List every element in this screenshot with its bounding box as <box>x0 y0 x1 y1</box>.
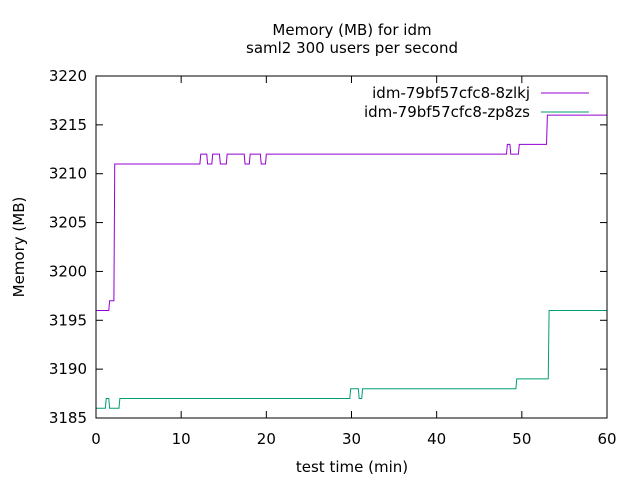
y-axis-label: Memory (MB) <box>10 197 28 298</box>
x-axis-ticks: 0 10 20 30 40 50 60 <box>91 76 617 448</box>
series-layer <box>96 114 607 409</box>
y-axis-ticks: 3185 3190 3195 3200 3205 3210 3215 3220 <box>49 67 607 427</box>
y-tick-label: 3200 <box>49 262 87 280</box>
x-tick-label: 60 <box>597 430 616 448</box>
y-tick-label: 3195 <box>49 311 87 329</box>
y-tick-label: 3210 <box>49 165 87 183</box>
legend-label-1: idm-79bf57cfc8-8zlkj <box>372 84 530 102</box>
legend-label-2: idm-79bf57cfc8-zp8zs <box>364 103 530 121</box>
y-tick-label: 3185 <box>49 409 87 427</box>
x-tick-label: 10 <box>172 430 191 448</box>
x-tick-label: 0 <box>91 430 101 448</box>
series-line-1 <box>96 114 607 312</box>
x-tick-label: 50 <box>512 430 531 448</box>
x-tick-label: 40 <box>427 430 446 448</box>
series-line-2 <box>96 310 607 409</box>
chart-subtitle: saml2 300 users per second <box>246 39 458 57</box>
y-tick-label: 3205 <box>49 214 87 232</box>
plot-frame <box>95 75 608 419</box>
y-tick-label: 3215 <box>49 116 87 134</box>
y-tick-label: 3190 <box>49 360 87 378</box>
y-tick-label: 3220 <box>49 67 87 85</box>
x-tick-label: 30 <box>342 430 361 448</box>
x-tick-label: 20 <box>257 430 276 448</box>
chart-title: Memory (MB) for idm <box>272 21 431 39</box>
x-axis-label: test time (min) <box>296 458 408 476</box>
